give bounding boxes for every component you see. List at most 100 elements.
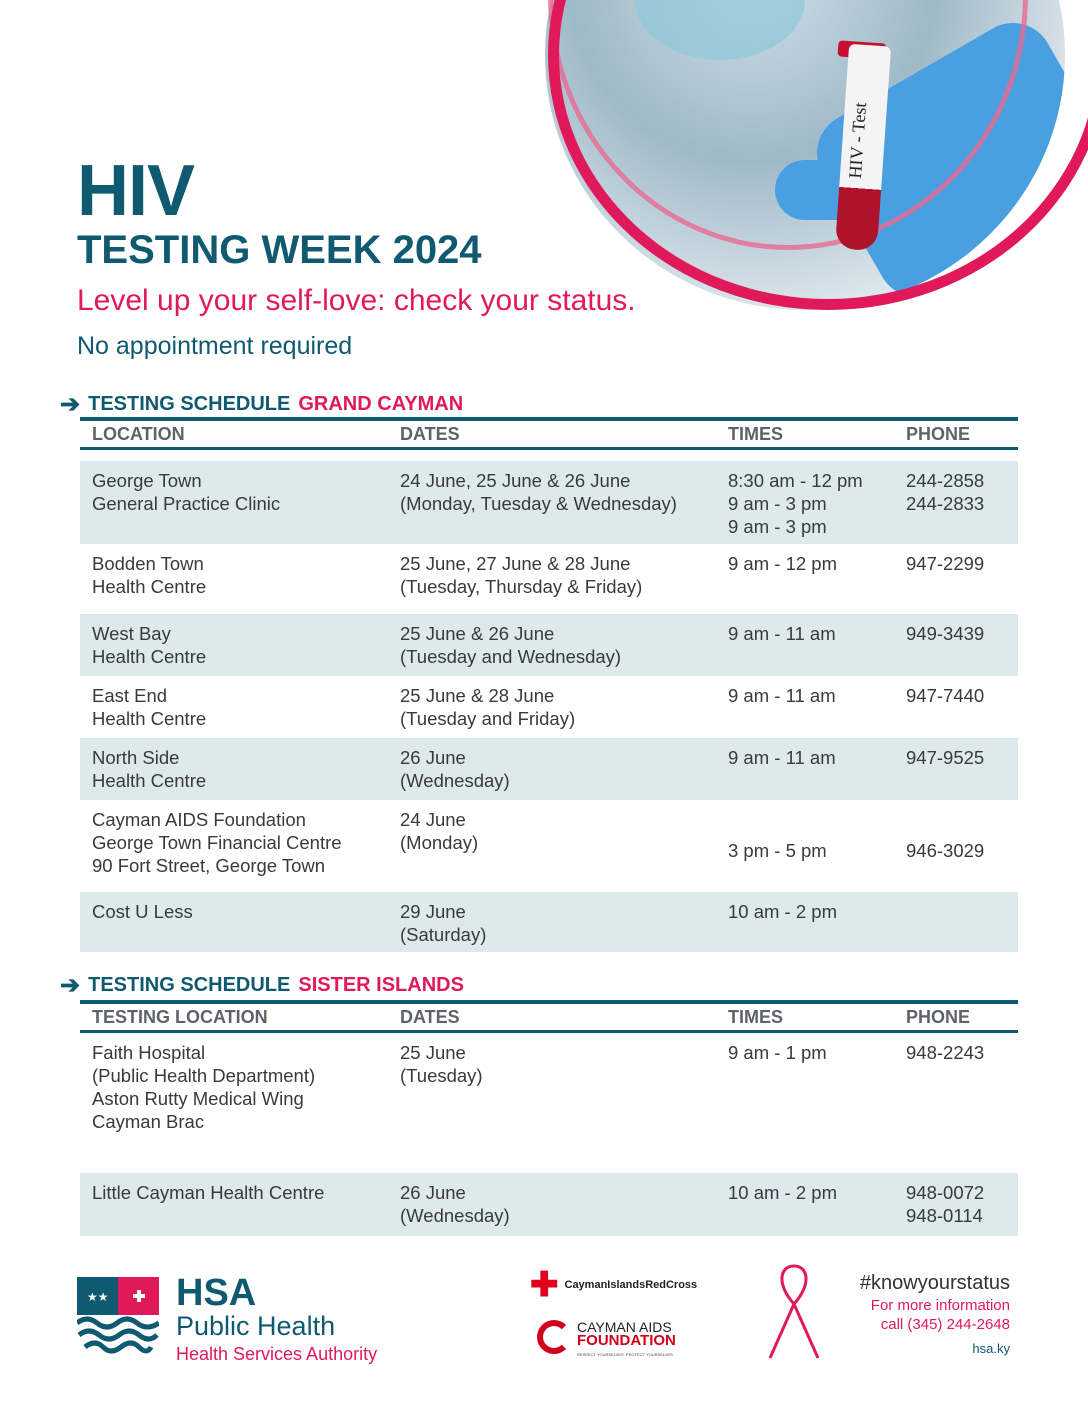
red-cross-icon: ✚ <box>530 1266 559 1304</box>
times-line: 9 am - 11 am <box>728 623 836 644</box>
column-header: TESTING LOCATION <box>92 1006 268 1027</box>
website-link[interactable]: hsa.ky <box>972 1341 1010 1356</box>
phone-line: 244-2833 <box>906 493 985 514</box>
table-row: Bodden Town Health Centre 25 June, 27 June… <box>80 544 1018 614</box>
cayman-aids-foundation-logo: CAYMAN AIDS FOUNDATION RESPECT YOURSELVE… <box>537 1320 676 1362</box>
location-line: Cost U Less <box>92 901 193 922</box>
phone-text: call (345) 244-2648 <box>880 1316 1010 1333</box>
cell-dates: 25 June (Tuesday) <box>400 1041 728 1173</box>
times-line: 10 am - 2 pm <box>728 1182 837 1203</box>
cell-phone: 947-9525 <box>906 746 1018 800</box>
dates-line: 26 June <box>400 1182 466 1203</box>
hsa-text: HSA <box>176 1272 257 1314</box>
dates-line: 25 June & 28 June <box>400 685 555 706</box>
dates-line: 25 June <box>400 1042 466 1063</box>
phone-line: 946-3029 <box>906 839 985 861</box>
cell-times: 3 pm - 5 pm <box>728 839 906 862</box>
column-header: TIMES <box>728 1006 784 1027</box>
caf-text: FOUNDATION <box>577 1332 676 1349</box>
page-title: HIV <box>77 151 195 231</box>
location-line: Health Centre <box>92 708 207 729</box>
cell-location: North Side Health Centre <box>80 746 400 800</box>
times-line: 8:30 am - 12 pm <box>728 470 863 491</box>
cell-location: Cayman AIDS Foundation George Town Financ… <box>80 808 400 892</box>
cell-location: Bodden Town Health Centre <box>80 552 400 614</box>
table-header: TESTING LOCATION DATES TIMES PHONE <box>80 1000 1018 1033</box>
table-row: Cayman AIDS Foundation George Town Financ… <box>80 800 1018 892</box>
location-line: General Practice Clinic <box>92 493 281 514</box>
cell-location: George Town General Practice Clinic <box>80 469 400 544</box>
cell-location: East End Health Centre <box>80 684 400 738</box>
cell-times: 9 am - 1 pm <box>728 1041 906 1173</box>
cell-location: Faith Hospital (Public Health Department)… <box>80 1041 400 1173</box>
times-line: 10 am - 2 pm <box>728 901 837 922</box>
table-row: West Bay Health Centre 25 June & 26 June (T… <box>80 614 1018 676</box>
authority-text: Health Services Authority <box>176 1344 378 1364</box>
red-cross-text: CaymanIslandsRedCross <box>564 1279 698 1291</box>
phone-line: 948-0114 <box>906 1205 983 1226</box>
times-line: 9 am - 12 pm <box>728 553 837 574</box>
phone-line: 947-2299 <box>906 553 985 574</box>
cell-dates: 29 June (Saturday) <box>400 900 728 952</box>
cell-phone: 949-3439 <box>906 622 1018 676</box>
location-line: (Public Health Department) <box>92 1065 316 1086</box>
location-line: Aston Rutty Medical Wing <box>92 1088 304 1109</box>
dates-line: 25 June & 26 June <box>400 623 555 644</box>
location-line: Cayman Brac <box>92 1111 205 1132</box>
table-row: Faith Hospital (Public Health Department)… <box>80 1033 1018 1173</box>
red-cross-logo: ✚ CaymanIslandsRedCross <box>530 1266 698 1304</box>
location-line: Bodden Town <box>92 553 204 574</box>
cell-times: 8:30 am - 12 pm 9 am - 3 pm 9 am - 3 pm <box>728 469 906 544</box>
cell-times: 9 am - 11 am <box>728 622 906 676</box>
location-line: Health Centre <box>92 646 207 667</box>
dates-line: 24 June, 25 June & 26 June <box>400 470 631 491</box>
times-line: 9 am - 3 pm <box>728 493 827 514</box>
times-line: 9 am - 3 pm <box>728 516 827 537</box>
cell-location: Cost U Less <box>80 900 400 952</box>
dates-line: (Tuesday and Friday) <box>400 708 576 729</box>
dates-line: (Wednesday) <box>400 770 510 791</box>
public-health-text: Public Health <box>176 1311 336 1341</box>
appointment-note: No appointment required <box>77 332 353 360</box>
column-header: TIMES <box>728 423 784 444</box>
times-line: 9 am - 11 am <box>728 747 836 768</box>
contact-info: #knowyourstatus For more information cal… <box>820 1272 1010 1356</box>
table-header: LOCATION DATES TIMES PHONE <box>80 417 1018 450</box>
cell-dates: 25 June & 26 June (Tuesday and Wednesday) <box>400 622 728 676</box>
caf-text: CAYMAN AIDS <box>577 1319 672 1335</box>
cell-dates: 24 June (Monday) <box>400 808 728 892</box>
times-line: 9 am - 11 am <box>728 685 836 706</box>
heading-highlight: SISTER ISLANDS <box>298 974 464 996</box>
tagline: Level up your self-love: check your stat… <box>77 284 636 317</box>
hsa-shield-logo: ★★ <box>77 1277 159 1354</box>
section-heading-sister-islands: ➔ TESTING SCHEDULE SISTER ISLANDS <box>60 971 464 1000</box>
cell-dates: 25 June & 28 June (Tuesday and Friday) <box>400 684 728 738</box>
cell-dates: 24 June, 25 June & 26 June (Monday, Tuesd… <box>400 469 728 544</box>
cell-location: Little Cayman Health Centre <box>80 1181 400 1236</box>
heading-text: TESTING SCHEDULE <box>88 393 291 415</box>
cell-phone: 244-2858 244-2833 <box>906 469 1018 544</box>
column-header: LOCATION <box>92 423 185 444</box>
caf-emblem-icon <box>537 1320 571 1354</box>
awareness-ribbon-icon <box>768 1264 820 1359</box>
table-row: George Town General Practice Clinic 24 Jun… <box>80 461 1018 544</box>
phone-line: 949-3439 <box>906 623 985 644</box>
column-header: DATES <box>400 1006 460 1027</box>
location-line: Little Cayman Health Centre <box>92 1182 325 1203</box>
phone-line: 947-7440 <box>906 685 985 706</box>
cell-phone: 947-2299 <box>906 552 1018 614</box>
table-row: Little Cayman Health Centre 26 June (Wedne… <box>80 1173 1018 1236</box>
phone-line: 244-2858 <box>906 470 985 491</box>
arrow-right-icon: ➔ <box>60 972 81 999</box>
dates-line: 29 June <box>400 901 466 922</box>
svg-text:★★: ★★ <box>87 1290 109 1304</box>
dates-line: 25 June, 27 June & 28 June <box>400 553 631 574</box>
cell-times: 10 am - 2 pm <box>728 1181 906 1236</box>
column-header: PHONE <box>906 1006 971 1027</box>
times-line: 9 am - 1 pm <box>728 1042 827 1063</box>
phone-line: 948-2243 <box>906 1042 985 1063</box>
dates-line: (Wednesday) <box>400 1205 510 1226</box>
cell-location: West Bay Health Centre <box>80 622 400 676</box>
cell-phone <box>906 900 1018 952</box>
location-line: Cayman AIDS Foundation <box>92 809 306 830</box>
